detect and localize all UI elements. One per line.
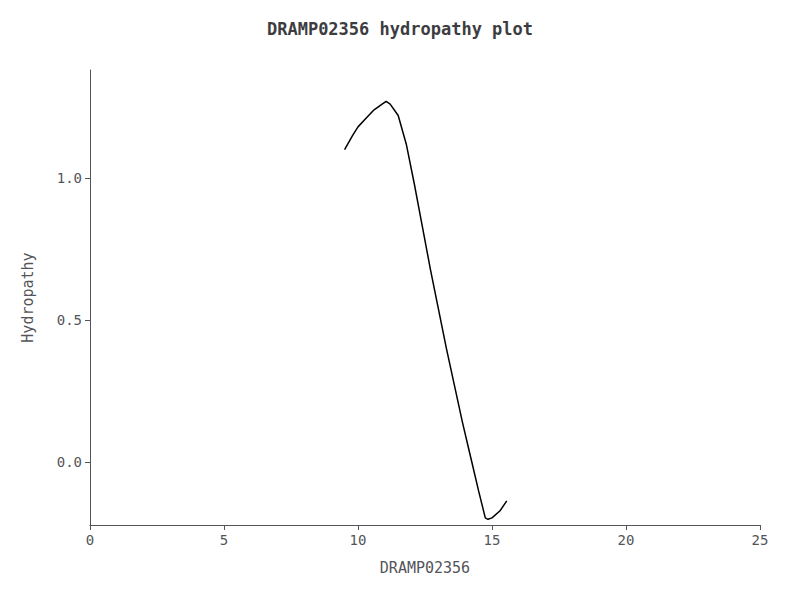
svg-text:DRAMP02356 hydropathy plot: DRAMP02356 hydropathy plot <box>267 19 533 39</box>
svg-text:15: 15 <box>484 532 501 548</box>
svg-text:Hydropathy: Hydropathy <box>19 252 37 342</box>
svg-text:0: 0 <box>86 532 94 548</box>
svg-text:20: 20 <box>618 532 635 548</box>
svg-text:5: 5 <box>220 532 228 548</box>
svg-text:25: 25 <box>752 532 769 548</box>
svg-text:0.5: 0.5 <box>57 312 82 328</box>
svg-text:10: 10 <box>350 532 367 548</box>
svg-text:0.0: 0.0 <box>57 454 82 470</box>
svg-text:1.0: 1.0 <box>57 170 82 186</box>
svg-text:DRAMP02356: DRAMP02356 <box>380 559 470 577</box>
